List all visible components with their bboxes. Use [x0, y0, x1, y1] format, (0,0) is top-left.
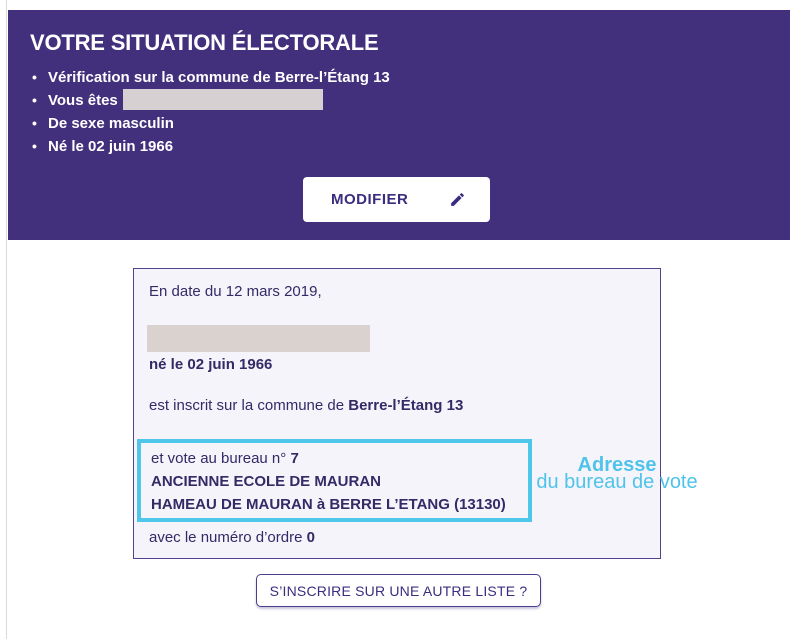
verification-bullet-list: Vérification sur la commune de Berre-l’É… — [32, 66, 390, 158]
redacted-name-block — [122, 89, 323, 110]
order-prefix: avec le numéro d’ordre — [149, 529, 307, 546]
bullet-commune-verification: Vérification sur la commune de Berre-l’É… — [32, 66, 390, 89]
redacted-name-block — [147, 325, 370, 352]
bureau-number-line: et vote au bureau n° 7 — [151, 447, 528, 470]
modify-button[interactable]: MODIFIER — [303, 177, 490, 222]
identity-label: Vous êtes — [48, 92, 118, 109]
inscription-date-line: En date du 12 mars 2019, — [149, 283, 322, 300]
modify-button-label: MODIFIER — [331, 191, 409, 208]
birthdate-line: né le 02 juin 1966 — [149, 356, 273, 373]
pencil-icon — [449, 191, 466, 208]
bureau-address-line: HAMEAU DE MAURAN à BERRE L’ETANG (13130) — [151, 496, 506, 513]
polling-station-highlight-box: et vote au bureau n° 7 ANCIENNE ECOLE DE… — [137, 439, 532, 522]
bureau-prefix: et vote au bureau n° — [151, 450, 291, 467]
polling-address-annotation: Adresse du bureau de vote — [531, 454, 703, 493]
bullet-identity: Vous êtes — [32, 89, 390, 112]
page-left-border — [6, 0, 7, 639]
page-title: VOTRE SITUATION ÉLECTORALE — [30, 30, 379, 55]
bureau-name-line: ANCIENNE ECOLE DE MAURAN — [151, 473, 382, 490]
commune-name: Berre-l’Étang 13 — [348, 397, 464, 414]
annotation-title: Adresse — [577, 454, 657, 476]
annotation-subtitle: du bureau de vote — [536, 471, 698, 493]
electoral-situation-header: VOTRE SITUATION ÉLECTORALE Vérification … — [8, 10, 790, 240]
register-other-list-button[interactable]: S’INSCRIRE SUR UNE AUTRE LISTE ? — [256, 574, 541, 607]
voter-status-card: En date du 12 mars 2019, né le 02 juin 1… — [133, 268, 661, 559]
commune-prefix: est inscrit sur la commune de — [149, 397, 349, 414]
commune-line: est inscrit sur la commune de Berre-l’Ét… — [149, 396, 463, 416]
bureau-number: 7 — [290, 450, 299, 467]
order-number-line: avec le numéro d’ordre 0 — [149, 528, 315, 548]
order-number: 0 — [306, 529, 315, 546]
bullet-birthdate: Né le 02 juin 1966 — [32, 135, 390, 158]
bullet-sex: De sexe masculin — [32, 112, 390, 135]
